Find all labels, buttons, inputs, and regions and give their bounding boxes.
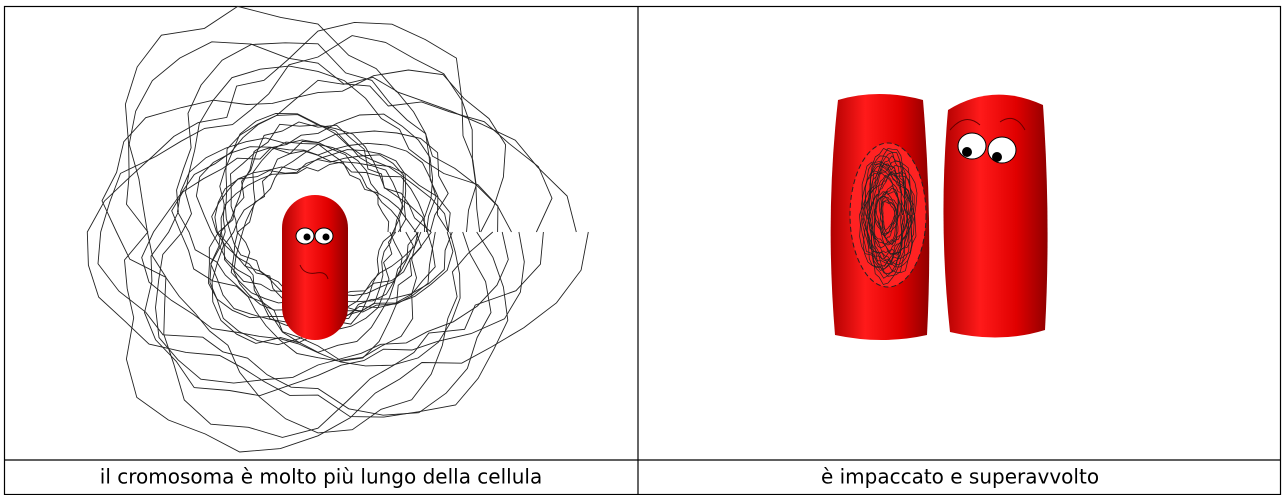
pupil xyxy=(992,152,1002,162)
pupil xyxy=(304,234,311,241)
caption: è impaccato e superavvolto xyxy=(821,465,1099,489)
bacterium-left xyxy=(282,195,348,340)
strand xyxy=(125,6,589,452)
caption: il cromosoma è molto più lungo della cel… xyxy=(100,465,542,489)
bacterium-right xyxy=(943,95,1047,338)
document: il cromosoma è molto più lungo della cel… xyxy=(0,0,1285,495)
eye xyxy=(988,137,1016,163)
cell-body xyxy=(282,195,348,340)
cell-body xyxy=(943,95,1047,338)
pupil xyxy=(962,147,972,157)
pupil xyxy=(323,234,330,241)
eye xyxy=(958,133,986,159)
bacterium-open xyxy=(831,94,930,340)
page: il cromosoma è molto più lungo della cel… xyxy=(0,0,1285,495)
